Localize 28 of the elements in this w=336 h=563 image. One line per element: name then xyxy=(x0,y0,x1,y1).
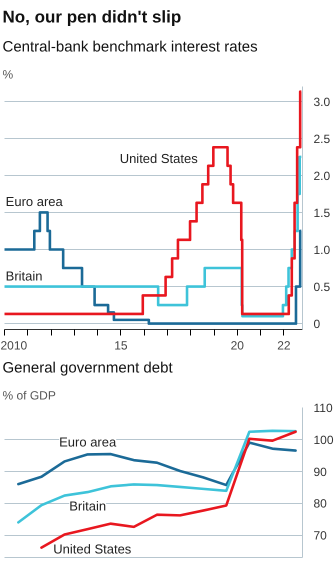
y-tick-label: 1.5 xyxy=(314,206,331,220)
x-tick-label: 15 xyxy=(114,338,128,352)
y-tick-label: 110 xyxy=(314,401,333,415)
y-tick-label: 3.0 xyxy=(314,94,331,109)
y-axis-title: % xyxy=(2,68,14,82)
y-tick-label: 90 xyxy=(314,464,328,479)
series-label: United States xyxy=(53,542,132,557)
y-tick-label: 80 xyxy=(314,496,328,511)
x-tick-label: 2010 xyxy=(0,338,28,352)
x-tick-label: 22 xyxy=(277,338,291,352)
x-tick-label: 20 xyxy=(230,338,244,352)
y-tick-label: 2.0 xyxy=(314,168,331,183)
y-tick-label: 0.5 xyxy=(314,280,331,294)
y-tick-label: 70 xyxy=(314,528,328,543)
chart-title: General government debt xyxy=(2,360,174,376)
y-axis-title: % of GDP xyxy=(2,388,56,402)
y-tick-label: 1.0 xyxy=(314,242,331,257)
series-label: Britain xyxy=(6,268,43,284)
chart-title: No, our pen didn't slip xyxy=(2,8,182,26)
series-label: United States xyxy=(120,150,198,166)
y-tick-label: 0 xyxy=(314,317,320,332)
line-series xyxy=(17,430,297,524)
series-label: Euro area xyxy=(59,434,117,450)
y-tick-label: 100 xyxy=(314,432,334,447)
chart-subtitle: Central-bank benchmark interest rates xyxy=(2,38,258,56)
series-label: Britain xyxy=(69,498,106,514)
y-tick-label: 2.5 xyxy=(314,132,331,146)
series-label: Euro area xyxy=(6,194,64,209)
